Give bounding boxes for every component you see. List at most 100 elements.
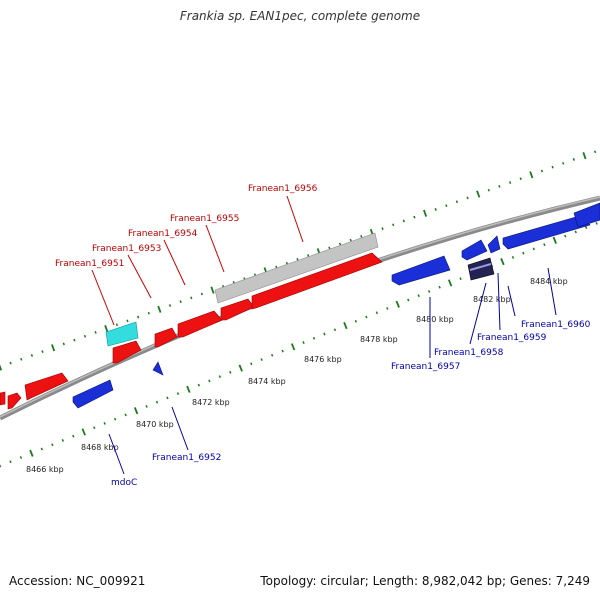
minor-tick	[312, 336, 316, 340]
gene-label-franean1-6952[interactable]: Franean1_6952	[152, 453, 221, 463]
minor-tick	[386, 307, 389, 310]
minor-tick	[0, 464, 2, 468]
minor-tick	[402, 219, 405, 223]
minor-tick	[417, 294, 420, 298]
major-tick	[447, 279, 453, 287]
forward-genes	[0, 252, 383, 410]
gene-arrow[interactable]	[72, 379, 114, 409]
gene-label-mdoc[interactable]: mdoC	[111, 478, 137, 488]
minor-tick	[190, 296, 193, 300]
minor-tick	[413, 215, 416, 219]
scale-labels: 8466 kbp 8468 kbp 8470 kbp 8472 kbp 8474…	[26, 277, 568, 474]
gene-arrow[interactable]	[112, 340, 142, 364]
minor-tick	[40, 447, 43, 451]
reverse-genes	[72, 202, 600, 409]
minor-tick	[103, 422, 106, 425]
franean1-6960-arrow[interactable]	[502, 214, 591, 250]
major-tick	[51, 344, 56, 352]
minor-tick	[41, 350, 44, 354]
major-tick	[81, 428, 86, 436]
accession-text: Accession: NC_009921	[9, 574, 146, 588]
gene-label-franean1-6958[interactable]: Franean1_6958	[434, 348, 504, 358]
minor-tick	[459, 277, 462, 281]
minor-tick	[323, 332, 326, 336]
major-tick	[0, 364, 3, 371]
minor-tick	[519, 177, 522, 181]
scale-label: 8476 kbp	[304, 355, 342, 364]
franean1-6958-arrow[interactable]	[461, 239, 488, 261]
minor-tick	[360, 234, 363, 238]
gene-label-franean1-6960[interactable]: Franean1_6960	[521, 320, 591, 330]
gene-label-franean1-6953[interactable]: Franean1_6953	[92, 244, 161, 254]
gene-arrow[interactable]	[177, 310, 223, 338]
minor-tick	[365, 315, 368, 319]
gene-label-franean1-6954[interactable]: Franean1_6954	[128, 229, 198, 239]
minor-tick	[93, 426, 96, 430]
gene-arrow[interactable]	[220, 298, 255, 321]
gene-label-franean1-6959[interactable]: Franean1_6959	[477, 333, 547, 343]
minor-tick	[147, 311, 150, 315]
franean1-6957-arrow[interactable]	[391, 255, 451, 286]
gene-arrow[interactable]	[7, 392, 22, 410]
franean1-6956-arrow[interactable]	[251, 252, 383, 310]
scale-label: 8470 kbp	[136, 420, 174, 429]
minor-tick	[72, 434, 75, 438]
minor-tick	[281, 349, 284, 353]
franean1-6959-arrow[interactable]	[487, 235, 501, 254]
minor-tick	[466, 196, 469, 200]
minor-tick	[381, 227, 384, 231]
gene-arrow[interactable]	[154, 327, 178, 348]
minor-tick	[229, 370, 232, 374]
minor-tick	[260, 358, 263, 361]
major-tick	[186, 385, 191, 393]
gene-arrow[interactable]	[24, 372, 69, 401]
scale-label: 8472 kbp	[192, 398, 230, 407]
minor-tick	[572, 158, 575, 161]
scale-label: 8484 kbp	[530, 277, 568, 286]
franean1-6958-dark-gene[interactable]	[467, 257, 495, 281]
map-title: Frankia sp. EAN1pec, complete genome	[179, 9, 421, 23]
reverse-label-leaders	[108, 267, 557, 475]
gene-label-franean1-6956[interactable]: Franean1_6956	[248, 184, 318, 194]
gene-label-franean1-6955[interactable]: Franean1_6955	[170, 214, 239, 224]
minor-tick	[562, 161, 565, 165]
minor-tick	[498, 184, 501, 188]
dark-gene-band	[469, 263, 492, 271]
minor-tick	[522, 251, 525, 255]
major-tick	[395, 300, 400, 308]
franean1-6955-pseudogene[interactable]	[214, 232, 379, 304]
major-tick	[29, 449, 34, 457]
minor-tick	[455, 200, 459, 204]
gene-label-franean1-6951[interactable]: Franean1_6951	[55, 259, 124, 269]
minor-tick	[551, 165, 554, 169]
gene-arrow[interactable]	[573, 202, 600, 228]
minor-tick	[166, 396, 169, 400]
genome-summary-text: Topology: circular; Length: 8,982,042 bp…	[260, 574, 590, 588]
minor-tick	[20, 357, 23, 361]
minor-tick	[208, 379, 211, 383]
major-tick	[552, 236, 557, 244]
minor-tick	[218, 375, 221, 378]
scale-label: 8480 kbp	[416, 315, 454, 324]
major-tick	[238, 364, 243, 372]
minor-tick	[508, 181, 512, 184]
minor-tick	[574, 230, 577, 234]
major-tick	[476, 190, 481, 198]
gene-label-franean1-6957[interactable]: Franean1_6957	[391, 362, 460, 372]
gene-arrow[interactable]	[0, 391, 6, 406]
franean1-6951-rna-gene[interactable]	[105, 321, 139, 347]
minor-tick	[407, 298, 410, 302]
minor-tick	[511, 256, 515, 259]
minor-tick	[296, 258, 299, 261]
minor-tick	[428, 290, 431, 293]
genome-backbone-highlight	[0, 196, 600, 418]
minor-tick	[338, 242, 342, 246]
major-tick	[343, 321, 348, 330]
minor-tick	[179, 300, 182, 304]
minor-tick	[73, 338, 76, 342]
scale-label: 8466 kbp	[26, 465, 64, 474]
minor-tick	[271, 353, 274, 357]
franean1-6952-arrow[interactable]	[152, 361, 164, 376]
minor-tick	[30, 354, 34, 357]
